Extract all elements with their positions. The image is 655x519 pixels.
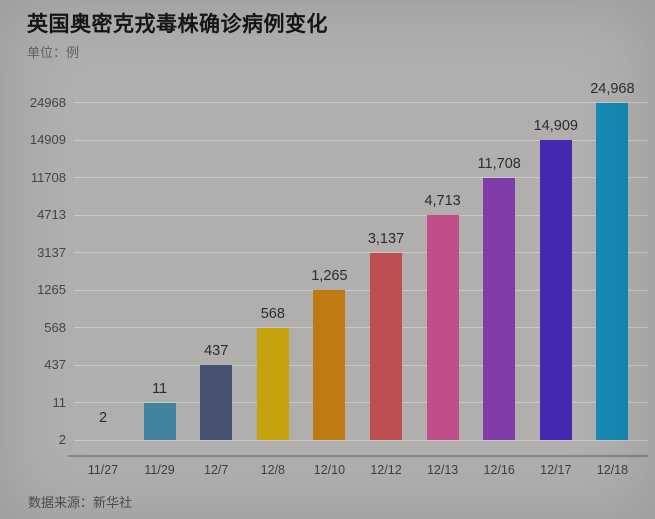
bar-12/10 [313, 290, 346, 440]
bar-value-label: 4,713 [424, 193, 461, 209]
x-axis-tick-label: 12/13 [426, 463, 459, 477]
unit-label: 单位：例 [27, 45, 80, 60]
y-gridline [74, 402, 648, 403]
y-gridline [74, 139, 648, 141]
y-gridline [74, 252, 648, 253]
x-axis-tick-label: 12/18 [596, 463, 629, 477]
bar-value-label: 24,968 [590, 80, 635, 97]
x-axis-tick-label: 12/17 [540, 463, 572, 477]
y-gridline [74, 177, 648, 178]
x-axis-line [68, 455, 648, 457]
data-source-label: 数据来源：新华社 [28, 495, 133, 510]
y-gridline [74, 214, 648, 216]
x-axis-tick-label: 12/16 [483, 463, 515, 477]
y-axis-tick-label: 1265 [37, 282, 66, 297]
y-axis-tick-label: 437 [44, 357, 66, 372]
bar-value-label: 3,137 [367, 230, 405, 247]
x-axis-tick-label: 12/10 [313, 463, 346, 477]
y-axis-tick-label: 11 [52, 394, 67, 410]
y-gridline [74, 327, 648, 328]
x-axis-tick-label: 12/8 [260, 463, 285, 477]
bar-12/8 [256, 327, 289, 440]
y-axis-tick-label: 11708 [30, 169, 66, 185]
y-gridline [74, 289, 648, 291]
bar-12/7 [200, 365, 233, 440]
y-gridline [74, 439, 648, 441]
bar-11/29 [143, 402, 176, 440]
y-gridline [74, 364, 648, 366]
x-axis-tick-label: 12/12 [370, 463, 402, 477]
y-axis-tick-label: 24968 [29, 94, 66, 110]
y-axis-tick-label: 568 [44, 319, 66, 335]
bar-value-label: 11,708 [477, 155, 521, 172]
y-axis-tick-label: 2 [58, 432, 66, 447]
bar-12/12 [370, 252, 402, 440]
y-axis-tick-label: 4713 [37, 207, 66, 222]
bar-12/18 [596, 102, 629, 440]
bar-value-label: 14,909 [533, 118, 578, 134]
bar-value-label: 1,265 [311, 268, 348, 284]
bar-value-label: 568 [260, 305, 285, 322]
bar-12/16 [483, 177, 516, 440]
x-axis-tick-label: 11/27 [87, 463, 119, 477]
y-axis-tick-label: 3137 [37, 244, 66, 260]
bar-value-label: 437 [204, 343, 229, 359]
bar-12/17 [539, 140, 572, 440]
bar-12/13 [426, 215, 459, 440]
chart-title: 英国奥密克戎毒株确诊病例变化 [27, 13, 328, 36]
bar-value-label: 2 [98, 410, 108, 426]
bar-value-label: 11 [152, 380, 168, 397]
x-axis-tick-label: 11/29 [144, 463, 175, 477]
y-axis-tick-label: 14909 [29, 132, 66, 147]
y-gridline [74, 102, 648, 103]
x-axis-tick-label: 12/7 [204, 463, 229, 477]
